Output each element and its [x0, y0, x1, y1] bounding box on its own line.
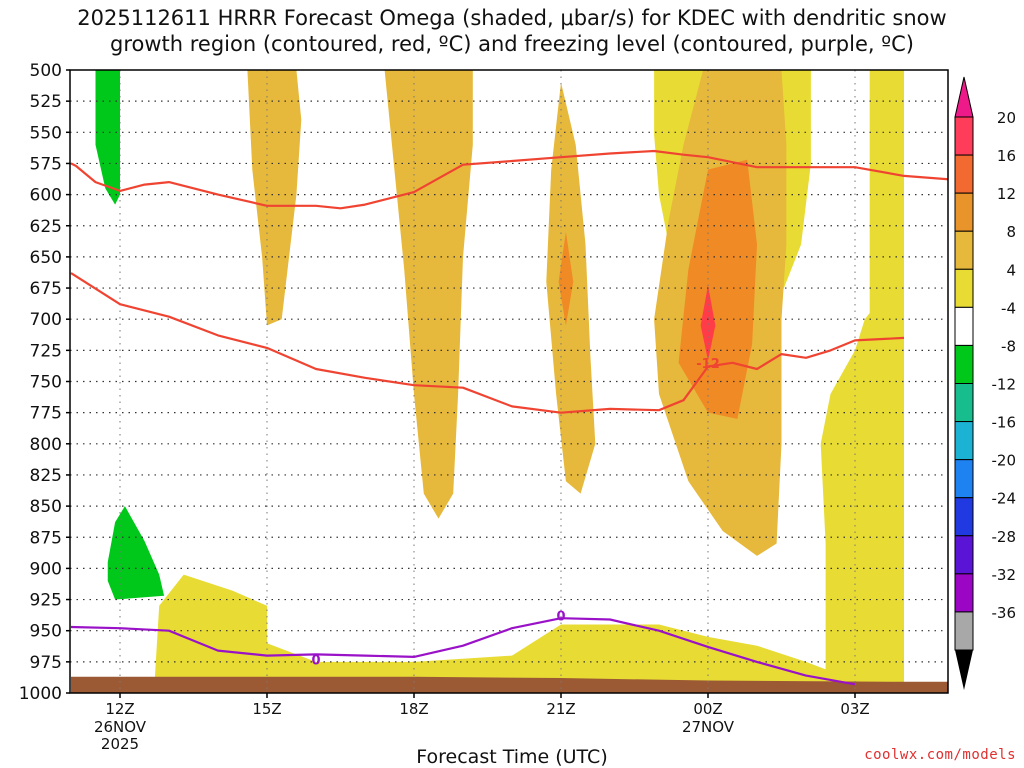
- chart-title-line-2: growth region (contoured, red, ºC) and f…: [110, 32, 914, 56]
- omega-region-12-small: [558, 231, 574, 326]
- contour-label-2: -12: [696, 357, 720, 372]
- colorbar-swatch-8: [954, 230, 974, 270]
- colorbar-top-arrow: [954, 76, 974, 118]
- y-tick-label-800: 800: [30, 435, 62, 455]
- y-tick-label-725: 725: [30, 341, 62, 361]
- y-tick-label-925: 925: [30, 591, 62, 611]
- y-tick-label-675: 675: [30, 279, 62, 299]
- colorbar-label-12: 12: [997, 185, 1016, 203]
- y-tick-label-600: 600: [30, 186, 62, 206]
- axes: 500 525 550 575 600 625 650 675 700 725 750 775 800 8…: [19, 61, 949, 753]
- omega-region-neg4-bottom: [107, 506, 165, 600]
- colorbar-swatch-12: [954, 192, 974, 232]
- colorbar-swatch-20: [954, 116, 974, 156]
- x-tick-date-12Z: 26NOV: [94, 718, 147, 736]
- x-tick-date-00Z: 27NOV: [682, 718, 735, 736]
- colorbar-swatch-4: [954, 268, 974, 308]
- colorbar-label--16: -16: [992, 414, 1017, 432]
- x-axis-title: Forecast Time (UTC): [416, 746, 608, 768]
- dgz-contour--18: [70, 272, 905, 414]
- colorbar-label-20: 20: [997, 109, 1016, 127]
- omega-region-16: [700, 285, 716, 361]
- omega-region-8-1: [247, 70, 302, 326]
- colorbar-swatch-16: [954, 154, 974, 194]
- ground-fill: [71, 676, 948, 693]
- colorbar-label-16: 16: [997, 147, 1016, 165]
- omega-region-8-2: [384, 70, 473, 519]
- y-tick-label-500: 500: [30, 61, 62, 81]
- colorbar-swatch--24: [954, 497, 974, 537]
- dgz-contour--12: [70, 149, 948, 210]
- chart-title-line-1: 2025112611 HRRR Forecast Omega (shaded, …: [77, 6, 947, 30]
- omega-region-12: [678, 159, 757, 419]
- y-tick-label-625: 625: [30, 217, 62, 237]
- colorbar-legend: 20 16 12 8 4 -4 -8 -12 -16 -20 -24 -28 -32 -36: [954, 76, 1017, 690]
- x-tick-label-15Z: 15Z: [252, 700, 281, 718]
- y-tick-label-850: 850: [30, 497, 62, 517]
- colorbar-label-8: 8: [1006, 223, 1016, 241]
- x-tick-label-03Z: 03Z: [840, 700, 869, 718]
- colorbar-label--32: -32: [992, 566, 1017, 584]
- contour-lines: [70, 149, 948, 686]
- y-tick-label-525: 525: [30, 92, 62, 112]
- y-tick-label-775: 775: [30, 404, 62, 424]
- colorbar-swatch--8: [954, 344, 974, 384]
- y-tick-label-875: 875: [30, 528, 62, 548]
- colorbar-swatch--4: [954, 306, 974, 346]
- colorbar-label--4: -4: [1001, 299, 1016, 317]
- freezing-level-contour: [70, 617, 856, 686]
- y-tick-label-750: 750: [30, 373, 62, 393]
- contour-labels: 0 0 -12: [311, 357, 719, 669]
- credit-text: coolwx.com/models: [864, 747, 1016, 763]
- colorbar-swatch--20: [954, 459, 974, 499]
- colorbar-label--28: -28: [992, 528, 1017, 546]
- colorbar-bottom-arrow: [955, 650, 973, 690]
- omega-region-neg4-top: [95, 70, 120, 205]
- y-tick-label-650: 650: [30, 248, 62, 268]
- x-tick-label-21Z: 21Z: [546, 700, 575, 718]
- y-tick-label-975: 975: [30, 653, 62, 673]
- colorbar-swatch--36: [954, 611, 974, 651]
- colorbar-swatch--12: [954, 383, 974, 423]
- contour-label-0: 0: [311, 653, 320, 668]
- colorbar-label--20: -20: [992, 452, 1017, 470]
- y-tick-label-1000: 1000: [19, 684, 62, 704]
- x-tick-label-18Z: 18Z: [399, 700, 428, 718]
- colorbar-label--8: -8: [1001, 337, 1016, 355]
- colorbar-label-4: 4: [1006, 261, 1016, 279]
- colorbar-label--12: -12: [992, 376, 1017, 394]
- colorbar-label--36: -36: [992, 604, 1017, 622]
- y-tick-label-825: 825: [30, 466, 62, 486]
- contour-label-1: 0: [556, 610, 565, 625]
- y-tick-label-575: 575: [30, 154, 62, 174]
- y-tick-label-950: 950: [30, 622, 62, 642]
- colorbar-label--24: -24: [992, 490, 1017, 508]
- x-tick-year-12Z: 2025: [101, 735, 139, 753]
- y-tick-label-550: 550: [30, 123, 62, 143]
- colorbar-swatch--16: [954, 421, 974, 461]
- colorbar-swatch--32: [954, 573, 974, 613]
- ground-layer: [71, 676, 948, 693]
- colorbar-swatch--28: [954, 535, 974, 575]
- omega-shading: [71, 70, 904, 693]
- x-tick-label-12Z: 12Z: [105, 700, 134, 718]
- y-tick-label-700: 700: [30, 310, 62, 330]
- y-tick-label-900: 900: [30, 559, 62, 579]
- x-tick-label-00Z: 00Z: [693, 700, 722, 718]
